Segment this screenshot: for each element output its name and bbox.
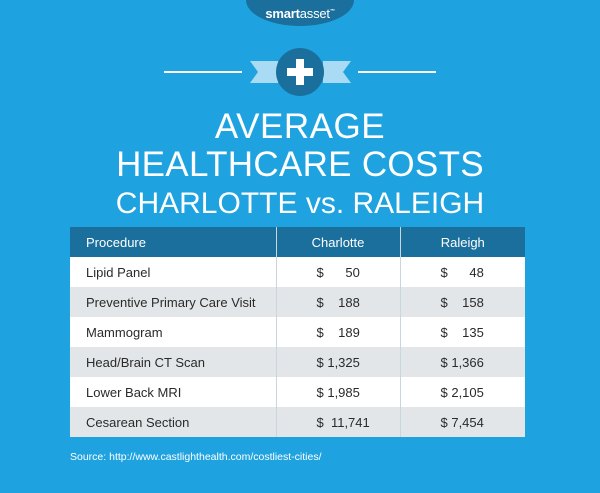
procedure-cell: Lower Back MRI <box>70 377 276 407</box>
raleigh-cell: $ 48 <box>399 257 525 287</box>
medical-badge <box>276 48 324 96</box>
procedure-cell: Cesarean Section <box>70 407 276 437</box>
ribbon-right <box>323 61 351 83</box>
charlotte-cell: $ 1,325 <box>275 347 400 377</box>
smartasset-logo: smartasset™ <box>265 5 335 21</box>
table-row: Lipid Panel $ 50 $ 48 <box>70 257 525 287</box>
procedure-cell: Lipid Panel <box>70 257 276 287</box>
logo-light-text: asset <box>299 5 330 21</box>
charlotte-cell: $ 50 <box>275 257 400 287</box>
charlotte-cell: $ 189 <box>275 317 400 347</box>
raleigh-cell: $ 7,454 <box>399 407 525 437</box>
raleigh-cell: $ 158 <box>399 287 525 317</box>
table-row: Mammogram $ 189 $ 135 <box>70 317 525 347</box>
raleigh-cell: $ 135 <box>399 317 525 347</box>
table-row: Preventive Primary Care Visit $ 188 $ 15… <box>70 287 525 317</box>
charlotte-cell: $ 11,741 <box>275 407 400 437</box>
raleigh-cell: $ 1,366 <box>399 347 525 377</box>
raleigh-cell: $ 2,105 <box>399 377 525 407</box>
ribbon-left <box>250 61 278 83</box>
emblem <box>0 48 600 98</box>
title-line-1: AVERAGE <box>214 107 386 146</box>
title-line-3: CHARLOTTE vs. RALEIGH <box>115 187 485 220</box>
page-title: AVERAGE HEALTHCARE COSTS CHARLOTTE vs. R… <box>0 108 600 222</box>
cost-table: Procedure Charlotte Raleigh Lipid Panel … <box>70 227 525 437</box>
logo-bold-text: smart <box>265 5 300 21</box>
emblem-line-left <box>164 71 242 73</box>
charlotte-cell: $ 188 <box>275 287 400 317</box>
header-procedure: Procedure <box>70 227 276 257</box>
table-row: Cesarean Section $ 11,741 $ 7,454 <box>70 407 525 437</box>
table-row: Head/Brain CT Scan $ 1,325 $ 1,366 <box>70 347 525 377</box>
logo-tab: smartasset™ <box>246 0 354 26</box>
procedure-cell: Preventive Primary Care Visit <box>70 287 276 317</box>
procedure-cell: Mammogram <box>70 317 276 347</box>
charlotte-cell: $ 1,985 <box>275 377 400 407</box>
header-charlotte: Charlotte <box>275 227 400 257</box>
title-line-2: HEALTHCARE COSTS <box>116 145 484 184</box>
logo-trademark: ™ <box>329 8 335 15</box>
medical-cross-icon <box>287 59 313 85</box>
source-note: Source: http://www.castlighthealth.com/c… <box>70 451 322 463</box>
header-raleigh: Raleigh <box>399 227 525 257</box>
table-header-row: Procedure Charlotte Raleigh <box>70 227 525 257</box>
emblem-line-right <box>358 71 436 73</box>
procedure-cell: Head/Brain CT Scan <box>70 347 276 377</box>
table-row: Lower Back MRI $ 1,985 $ 2,105 <box>70 377 525 407</box>
